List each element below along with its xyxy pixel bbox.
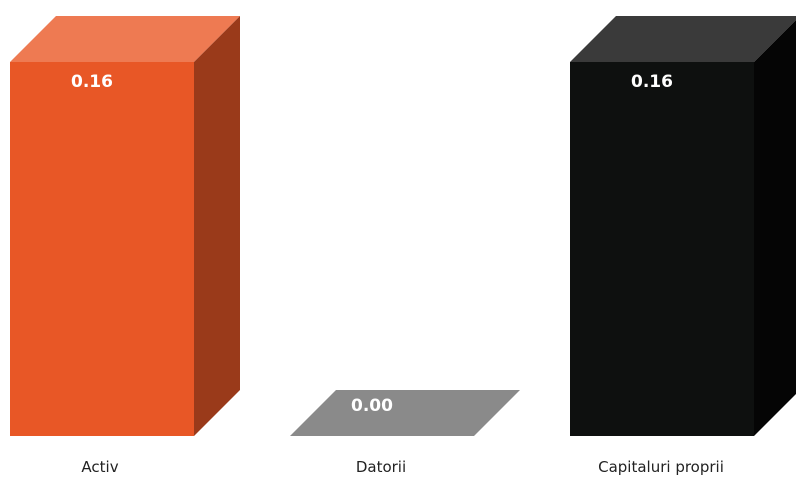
bar-group-0: 0.16 Activ	[10, 16, 240, 476]
bar-1	[290, 390, 520, 436]
category-label-1: Datorii	[356, 458, 406, 476]
bar-top-2	[570, 16, 796, 62]
data-label-1: 0.00	[351, 396, 393, 416]
bar-2	[570, 62, 754, 436]
bar-0	[10, 62, 194, 436]
data-label-2: 0.16	[631, 72, 673, 92]
bar-group-1: 0.00 Datorii	[290, 390, 520, 476]
bar-side-2	[754, 20, 796, 436]
category-label-0: Activ	[81, 458, 118, 476]
category-label-2: Capitaluri proprii	[598, 458, 724, 476]
bar-side-0	[194, 16, 240, 436]
data-label-0: 0.16	[71, 72, 113, 92]
bar-top-0	[10, 16, 240, 62]
bar-group-2: 0.16 Capitaluri proprii	[570, 16, 796, 476]
